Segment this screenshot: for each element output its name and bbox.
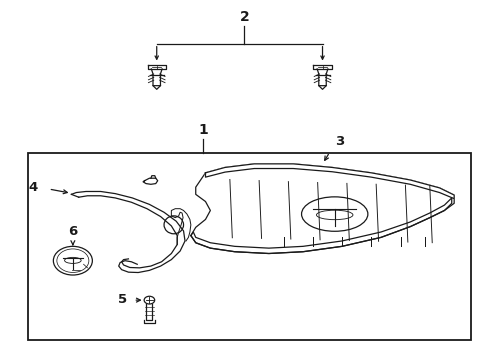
Text: 4: 4 [28, 181, 37, 194]
Text: 5: 5 [118, 293, 127, 306]
Text: 2: 2 [239, 10, 249, 24]
Text: 3: 3 [334, 135, 343, 148]
Polygon shape [205, 164, 453, 199]
Text: 6: 6 [68, 225, 77, 238]
Bar [27, 153, 470, 339]
Text: 1: 1 [198, 123, 207, 137]
